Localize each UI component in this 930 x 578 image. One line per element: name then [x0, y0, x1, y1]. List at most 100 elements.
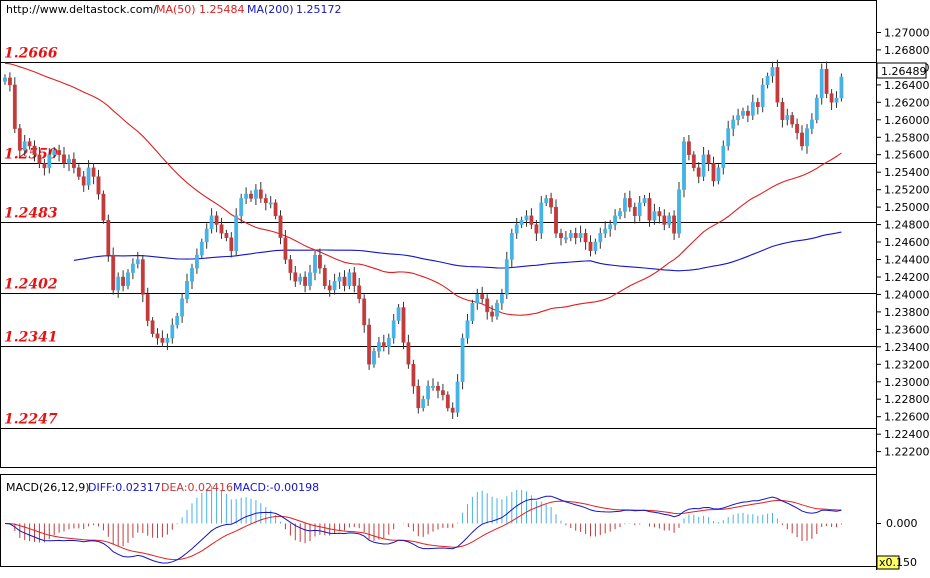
candle-up — [460, 337, 465, 383]
candle-down — [687, 141, 691, 155]
candlestick-series — [3, 59, 844, 419]
candle-down — [96, 176, 101, 195]
candle-down — [490, 311, 494, 317]
candle-up — [677, 189, 681, 234]
candle-up — [765, 75, 770, 85]
candle-up — [396, 307, 401, 321]
candle-down — [322, 268, 327, 286]
level-lines: 1.2666 1.2550 1.2483 1.2402 1.2341 1.2247 — [0, 46, 876, 429]
candle-down — [529, 215, 534, 225]
price-tick-label: 1.22800 — [884, 393, 930, 406]
ma200-value: 1.25172 — [296, 3, 342, 16]
candle-down — [775, 67, 780, 103]
price-tick-label: 1.24400 — [884, 254, 930, 267]
ma50-value: 1.25484 — [199, 3, 245, 16]
candle-down — [755, 102, 760, 107]
scale-box — [876, 555, 900, 570]
candle-up — [716, 167, 721, 182]
candle-down — [357, 285, 362, 300]
candle-down — [327, 285, 332, 291]
candle-down — [318, 254, 322, 269]
price-tick-label: 1.22600 — [884, 411, 930, 424]
price-tick-label: 1.25200 — [884, 184, 930, 197]
candle-down — [549, 198, 554, 208]
candle-down — [790, 115, 795, 125]
price-tick-label: 1.26400 — [884, 79, 930, 92]
candle-down — [824, 68, 829, 94]
candle-down — [416, 385, 421, 409]
candle-down — [662, 215, 667, 225]
candle-up — [495, 303, 499, 317]
candle-up — [519, 219, 524, 225]
candle-up — [190, 268, 194, 282]
candle-down — [706, 154, 711, 164]
candle-up — [568, 233, 573, 238]
level-label: 1.2341 — [4, 330, 58, 346]
candle-down — [647, 198, 652, 221]
candle-down — [106, 219, 111, 256]
candle-up — [170, 324, 175, 339]
candle-down — [62, 154, 66, 164]
candle-up — [642, 198, 647, 203]
candle-up — [475, 294, 480, 304]
candle-down — [91, 167, 96, 177]
candle-down — [691, 154, 696, 168]
candle-up — [3, 77, 7, 82]
candle-up — [598, 233, 603, 243]
price-tick-label: 1.22400 — [884, 428, 930, 441]
candle-up — [608, 224, 613, 230]
candle-up — [741, 110, 745, 116]
candle-up — [332, 281, 337, 291]
candle-down — [800, 132, 804, 147]
candle-up — [504, 259, 509, 295]
candle-down — [214, 215, 219, 225]
candle-down — [342, 276, 347, 286]
candle-up — [308, 272, 312, 286]
candle-up — [347, 272, 352, 286]
candle-up — [130, 263, 135, 273]
candle-down — [829, 93, 834, 103]
candle-down — [219, 224, 224, 234]
candle-down — [627, 198, 632, 208]
candle-down — [111, 254, 116, 291]
macd-series — [4, 486, 842, 564]
candle-down — [795, 123, 800, 134]
candle-down — [672, 215, 677, 234]
price-tick-label: 1.23600 — [884, 323, 930, 336]
candle-up — [253, 189, 258, 199]
candle-down — [121, 276, 126, 286]
candle-up — [509, 233, 514, 260]
ma200-line — [73, 231, 842, 272]
candle-up — [500, 294, 504, 304]
candle-down — [401, 307, 406, 343]
candle-down — [657, 211, 662, 217]
price-tick-label: 1.26000 — [884, 114, 930, 127]
price-tick-label: 1.23400 — [884, 341, 930, 354]
candle-down — [711, 163, 716, 182]
price-tick-label: 1.25800 — [884, 131, 930, 144]
candle-up — [377, 342, 381, 352]
candle-down — [696, 167, 701, 177]
candle-up — [313, 254, 317, 273]
candle-up — [539, 202, 544, 234]
price-tick-label: 1.23800 — [884, 306, 930, 319]
candle-up — [209, 215, 214, 230]
candle-up — [391, 320, 396, 339]
candle-up — [578, 233, 583, 238]
candle-up — [613, 215, 618, 225]
candle-up — [465, 320, 470, 339]
candle-up — [564, 237, 568, 240]
macd-bottom-label: 50 — [903, 556, 917, 569]
price-tick-label: 1.24600 — [884, 236, 930, 249]
candle-down — [258, 189, 263, 199]
candle-down — [150, 320, 155, 334]
candle-up — [682, 141, 686, 190]
candle-up — [67, 158, 71, 164]
candle-up — [760, 84, 765, 107]
site-url[interactable]: http://www.deltastock.com/ — [6, 3, 157, 16]
candle-down — [406, 342, 411, 365]
ma200-series — [73, 231, 842, 272]
candle-down — [37, 154, 42, 164]
price-tick-label: 1.23200 — [884, 358, 930, 371]
candle-up — [185, 281, 189, 299]
